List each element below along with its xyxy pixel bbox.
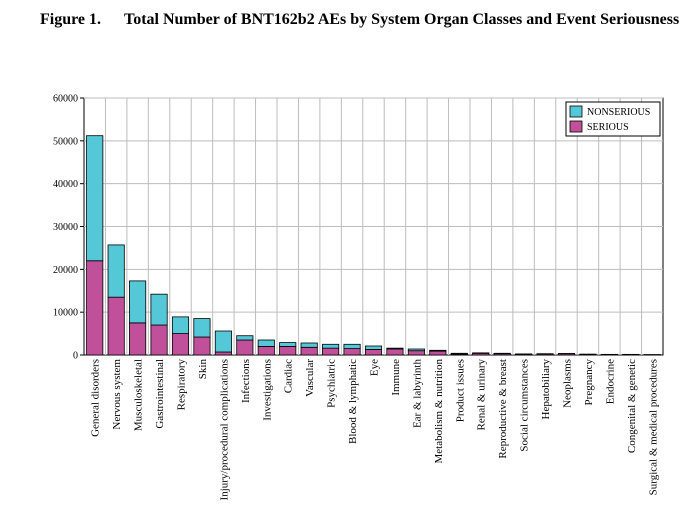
bar-serious xyxy=(129,322,147,356)
bar-serious xyxy=(171,333,190,356)
bar-nonserious xyxy=(150,293,168,326)
bar-serious xyxy=(386,348,404,356)
x-tick-label: Infections xyxy=(240,359,252,403)
legend-swatch-nonserious xyxy=(569,105,583,118)
bar-nonserious xyxy=(386,347,404,350)
bar-nonserious xyxy=(257,339,275,347)
x-tick-label: Psychiatric xyxy=(326,359,338,408)
bar-nonserious xyxy=(429,349,447,352)
x-tick-label: Endocrine xyxy=(604,359,616,404)
bar-serious xyxy=(150,324,168,356)
x-tick-label: Gastrointestinal xyxy=(154,359,166,429)
y-tick-label: 50000 xyxy=(53,136,78,147)
bar-serious xyxy=(300,346,318,356)
x-tick-label: Injury/procedural complications xyxy=(218,359,230,500)
x-tick-label: Surgical & medical procedures xyxy=(647,359,659,495)
bar-nonserious xyxy=(279,342,297,347)
x-tick-label: Ear & labyrinth xyxy=(411,359,423,429)
x-tick-label: Social circumstances xyxy=(519,359,531,452)
bar-serious xyxy=(364,349,383,356)
bar-serious xyxy=(343,348,361,356)
x-tick-label: Renal & urinary xyxy=(476,359,488,431)
x-axis: General disorders Nervous system Musculosk… xyxy=(90,359,660,501)
legend: NONSERIOUS SERIOUS xyxy=(565,101,661,137)
figure-title-block: Figure 1. Total Number of BNT162b2 AEs b… xyxy=(40,10,680,30)
bar-serious xyxy=(322,347,340,356)
x-tick-label: Hepatobiliary xyxy=(540,359,552,420)
y-tick-label: 40000 xyxy=(53,179,78,190)
legend-label-serious: SERIOUS xyxy=(587,122,629,133)
x-tick-label: Pregnancy xyxy=(583,359,595,406)
bar-serious xyxy=(429,350,447,356)
x-tick-label: Cardiac xyxy=(283,359,295,393)
legend-label-nonserious: NONSERIOUS xyxy=(587,107,650,118)
x-tick-label: Vascular xyxy=(304,359,316,397)
bar-nonserious xyxy=(214,330,232,353)
x-tick-label: Product issues xyxy=(454,359,466,422)
y-tick-label: 20000 xyxy=(53,265,78,276)
bars xyxy=(86,135,661,356)
bar-serious xyxy=(236,339,254,356)
bar-nonserious xyxy=(129,280,147,324)
x-tick-label: Nervous system xyxy=(111,359,123,430)
bar-nonserious xyxy=(364,345,383,350)
bar-serious xyxy=(86,260,104,356)
x-tick-label: Investigations xyxy=(261,359,273,421)
bar-serious xyxy=(257,346,275,356)
x-tick-label: Metabolism & nutrition xyxy=(433,359,445,464)
legend-swatch-serious xyxy=(569,120,583,133)
figure-label: Figure 1. xyxy=(40,11,102,28)
bar-nonserious xyxy=(322,343,340,349)
bar-nonserious xyxy=(193,318,211,338)
x-tick-label: Respiratory xyxy=(176,359,188,411)
bar-nonserious xyxy=(407,348,425,352)
bar-nonserious xyxy=(300,342,318,348)
bar-nonserious xyxy=(236,335,254,341)
bar-nonserious xyxy=(343,343,361,349)
y-tick-label: 60000 xyxy=(53,94,78,105)
bar-serious xyxy=(407,350,425,356)
bar-serious xyxy=(214,351,232,356)
x-tick-label: Blood & lymphatic xyxy=(347,359,359,444)
bar-serious xyxy=(193,336,211,356)
y-tick-label: 10000 xyxy=(53,308,78,319)
y-tick-label: 0 xyxy=(73,351,78,362)
x-tick-label: Immune xyxy=(390,359,402,396)
x-tick-label: Reproductive & breast xyxy=(497,359,509,459)
x-tick-label: Musculoskeletal xyxy=(133,359,145,431)
figure-title: Total Number of BNT162b2 AEs by System O… xyxy=(124,11,680,28)
bar-nonserious xyxy=(171,316,190,334)
bar-serious xyxy=(107,296,125,356)
x-tick-label: Eye xyxy=(369,359,381,376)
x-tick-label: Congenital & genetic xyxy=(626,359,638,453)
grid-lines xyxy=(84,97,663,355)
y-axis: 0 10000 20000 30000 40000 50000 60000 xyxy=(53,94,84,362)
x-tick-label: Skin xyxy=(197,359,209,380)
bar-nonserious xyxy=(450,352,468,355)
x-tick-label: Neoplasms xyxy=(562,359,574,408)
bar-nonserious xyxy=(86,135,104,262)
bar-nonserious xyxy=(107,244,125,298)
y-tick-label: 30000 xyxy=(53,222,78,233)
x-tick-label: General disorders xyxy=(90,359,102,437)
bar-serious xyxy=(279,346,297,356)
